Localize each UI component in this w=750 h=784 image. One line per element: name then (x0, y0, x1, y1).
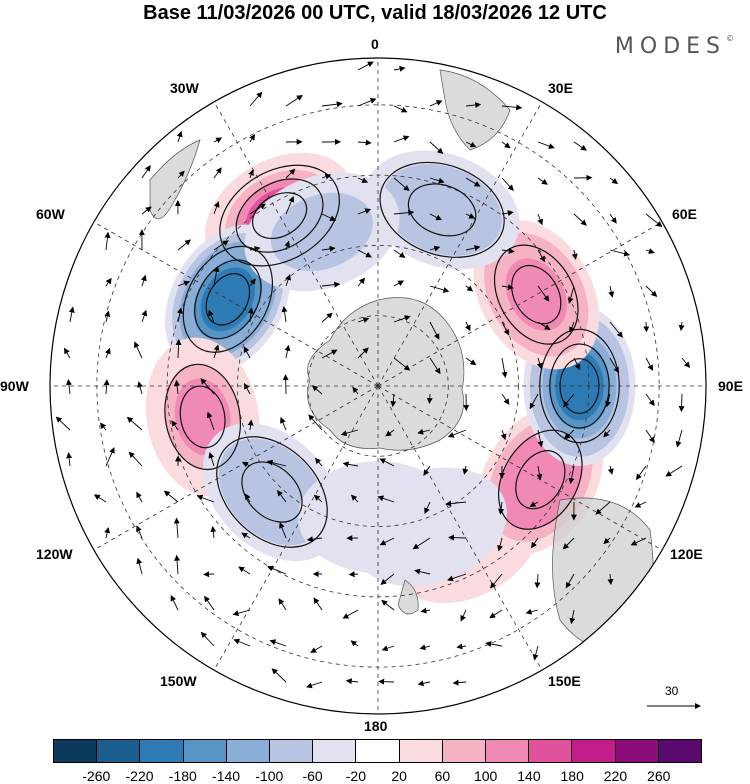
colorbar-tick-label: -180 (169, 768, 197, 784)
colorbar-swatch (356, 740, 399, 762)
colorbar-swatch (486, 740, 529, 762)
colorbar-tick-label: -260 (82, 768, 110, 784)
wind-arrow (429, 394, 430, 403)
lon-label-90w: 90W (0, 378, 29, 394)
colorbar-tick-label: 220 (604, 768, 627, 784)
colorbar-swatch (572, 740, 615, 762)
logo-mark: © (726, 34, 734, 43)
lon-label-150w: 150W (160, 673, 197, 689)
colorbar-swatch (140, 740, 183, 762)
map-title: Base 11/03/2026 00 UTC, valid 18/03/2026… (0, 0, 750, 26)
modes-logo: MODES© (615, 34, 734, 59)
colorbar-swatch (227, 740, 270, 762)
colorbar-swatch (659, 740, 701, 762)
colorbar-swatch (313, 740, 356, 762)
lon-label-60w: 60W (36, 206, 65, 222)
colorbar-swatch (443, 740, 486, 762)
colorbar-swatch (616, 740, 659, 762)
colorbar-swatch (529, 740, 572, 762)
colorbar-tick-label: -220 (126, 768, 154, 784)
colorbar-swatch (400, 740, 443, 762)
wind-arrow (681, 394, 682, 411)
colorbar-tick-label: 260 (647, 768, 670, 784)
reference-vector-label: 30 (665, 684, 678, 698)
lon-label-90e: 90E (718, 378, 743, 394)
colorbar-tick-label: 60 (435, 768, 451, 784)
lon-label-60e: 60E (672, 206, 697, 222)
logo-text: MODES (615, 34, 726, 59)
colorbar-tick-label: -60 (302, 768, 322, 784)
lon-label-0: 0 (371, 36, 379, 52)
colorbar-swatch (184, 740, 227, 762)
lon-label-120w: 120W (36, 546, 73, 562)
wind-arrow (379, 681, 394, 682)
colorbar-tick-label: -140 (212, 768, 240, 784)
lon-label-180: 180 (364, 718, 387, 734)
colorbar-tick-label: 100 (474, 768, 497, 784)
colorbar-swatch (270, 740, 313, 762)
wind-arrow (449, 537, 466, 538)
lon-label-150e: 150E (548, 673, 581, 689)
colorbar-tick-label: -20 (346, 768, 366, 784)
colorbar-tick-label: 20 (391, 768, 407, 784)
wind-arrow (646, 322, 647, 331)
colorbar (53, 739, 702, 763)
lon-label-30w: 30W (170, 80, 199, 96)
lon-label-120e: 120E (670, 546, 703, 562)
colorbar-tick-label: 140 (517, 768, 540, 784)
colorbar-tick-label: 180 (561, 768, 584, 784)
colorbar-swatch (97, 740, 140, 762)
lon-label-30e: 30E (548, 80, 573, 96)
colorbar-tick-label: -100 (255, 768, 283, 784)
colorbar-swatch (54, 740, 97, 762)
australia (553, 498, 654, 652)
wind-arrow (350, 574, 358, 575)
